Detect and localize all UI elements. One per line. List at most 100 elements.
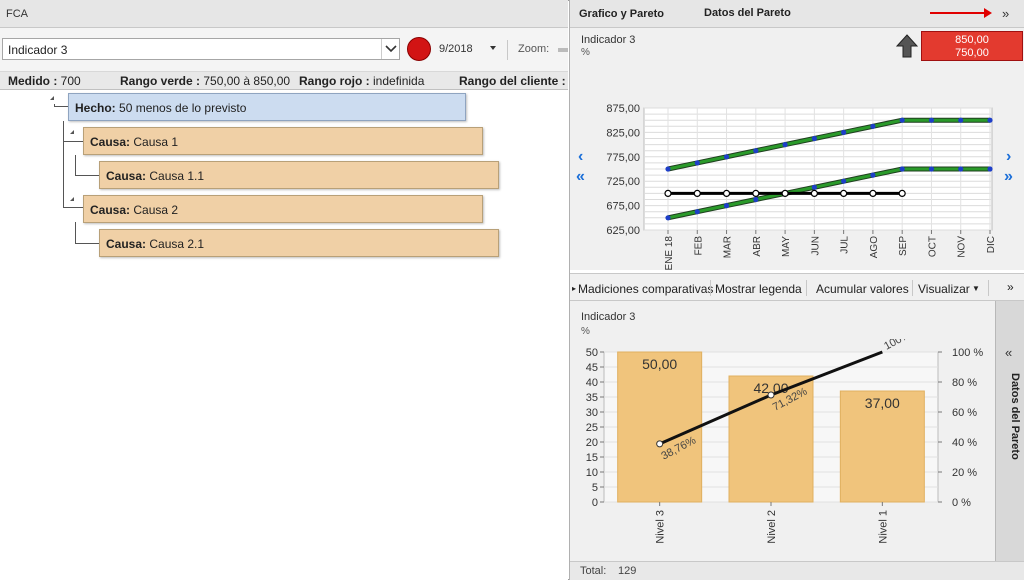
fca-node-hecho[interactable]: Hecho: 50 menos de lo previsto bbox=[68, 93, 466, 121]
period-value[interactable]: 9/2018 bbox=[439, 43, 473, 55]
period-dropdown-icon[interactable] bbox=[490, 46, 496, 50]
y-tick-label: 40 bbox=[586, 377, 598, 389]
double-chevron-left-icon[interactable]: « bbox=[1005, 345, 1013, 360]
collapse-triangle-icon[interactable] bbox=[70, 130, 74, 134]
y-tick-label: 625,00 bbox=[606, 225, 640, 237]
data-point bbox=[870, 123, 876, 129]
data-point bbox=[810, 189, 818, 197]
causa-text: Causa 2.1 bbox=[149, 237, 205, 251]
y-tick-label: 825,00 bbox=[606, 127, 640, 139]
data-point bbox=[753, 148, 759, 154]
pareto-chart-svg: 0 5 10 15 20 25 30 35 40 45 50 0 % 20 % 40 % 60 % 80 % 1… bbox=[586, 339, 984, 544]
y2-tick-label: 0 % bbox=[952, 497, 971, 509]
y2-tick-label: 60 % bbox=[952, 407, 977, 419]
bar-value-label: 37,00 bbox=[865, 395, 900, 411]
rango-verde-value: 750,00 à 850,00 bbox=[203, 74, 291, 88]
tree-connector bbox=[75, 222, 76, 243]
data-point bbox=[694, 209, 700, 215]
data-point bbox=[664, 189, 672, 197]
total-value: 129 bbox=[618, 565, 637, 577]
pareto-data-side-label: Datos del Pareto bbox=[1009, 373, 1021, 460]
tab-grafico-pareto[interactable]: Grafico y Pareto bbox=[579, 8, 664, 20]
y-tick-label: 35 bbox=[586, 392, 598, 404]
data-point bbox=[958, 166, 964, 172]
toolbar-divider bbox=[912, 280, 913, 296]
y2-tick-label: 80 % bbox=[952, 377, 977, 389]
annotation-arrow-line bbox=[930, 12, 990, 14]
tree-connector bbox=[63, 121, 64, 207]
toolbar-divider bbox=[507, 40, 508, 60]
data-point bbox=[723, 154, 730, 160]
chart-bottom-unit: % bbox=[581, 326, 590, 337]
indicator-select[interactable]: Indicador 3 bbox=[2, 38, 400, 60]
data-point bbox=[869, 189, 877, 197]
data-point bbox=[752, 189, 760, 197]
data-point bbox=[928, 117, 935, 123]
data-point bbox=[928, 166, 935, 172]
dropdown-arrow-icon: ▼ bbox=[972, 284, 980, 293]
data-point bbox=[841, 129, 847, 135]
data-point bbox=[694, 160, 700, 166]
data-point bbox=[841, 178, 847, 184]
show-legend-button[interactable]: Mostrar legenda bbox=[715, 282, 802, 296]
y2-tick-label: 40 % bbox=[952, 437, 977, 449]
tree-connector bbox=[63, 141, 83, 142]
zoom-slider[interactable] bbox=[558, 48, 568, 52]
double-chevron-left-icon[interactable]: « bbox=[576, 168, 585, 185]
comparative-measurements-button[interactable]: Madiciones comparativas bbox=[578, 282, 714, 296]
data-point bbox=[811, 135, 817, 142]
chevron-right-icon[interactable]: › bbox=[1006, 148, 1012, 165]
tab-datos-pareto[interactable]: Datos del Pareto bbox=[704, 7, 791, 19]
visualize-dropdown[interactable]: Visualizar bbox=[918, 282, 970, 296]
y-tick-label: 10 bbox=[586, 467, 598, 479]
chevron-left-icon[interactable]: ‹ bbox=[578, 148, 584, 165]
x-tick-label: MAY bbox=[781, 236, 792, 257]
data-point bbox=[840, 189, 848, 197]
rango-rojo-value: indefinida bbox=[373, 74, 425, 88]
toolbar-overflow-icon[interactable]: » bbox=[1007, 280, 1014, 294]
limits-box: 850,00 750,00 bbox=[921, 31, 1023, 61]
toolbar-divider bbox=[806, 280, 807, 296]
double-chevron-right-icon[interactable]: » bbox=[1002, 6, 1010, 21]
fca-node-causa[interactable]: Causa: Causa 1.1 bbox=[99, 161, 499, 189]
y-tick-label: 775,00 bbox=[606, 152, 640, 164]
pareto-data-side-panel[interactable]: « Datos del Pareto bbox=[995, 301, 1024, 561]
tree-connector bbox=[54, 104, 55, 106]
total-bar: Total: 129 bbox=[570, 561, 1024, 580]
collapse-triangle-icon[interactable] bbox=[70, 197, 74, 201]
collapse-triangle-icon[interactable] bbox=[50, 96, 54, 100]
fca-node-causa[interactable]: Causa: Causa 1 bbox=[83, 127, 483, 155]
chevron-down-icon[interactable] bbox=[381, 39, 399, 59]
chart-top-title: Indicador 3 bbox=[581, 34, 636, 46]
toolbar-grip-icon: ▸ bbox=[572, 284, 577, 293]
y2-tick-label: 100 % bbox=[952, 347, 983, 359]
fca-node-causa[interactable]: Causa: Causa 2 bbox=[83, 195, 483, 223]
y-tick-label: 875,00 bbox=[606, 103, 640, 115]
x-tick-label: Nivel 3 bbox=[655, 510, 667, 544]
double-chevron-right-icon[interactable]: » bbox=[1004, 168, 1013, 185]
y-tick-label: 25 bbox=[586, 422, 598, 434]
fca-panel: FCA Indicador 3 9/2018 Zoom: Medido : 70… bbox=[0, 0, 568, 257]
status-indicator-dot bbox=[407, 37, 431, 61]
bar-value-label: 50,00 bbox=[642, 356, 677, 372]
causa-label: Causa: bbox=[106, 169, 147, 183]
fca-node-causa[interactable]: Causa: Causa 2.1 bbox=[99, 229, 499, 257]
accumulate-values-button[interactable]: Acumular valores bbox=[816, 282, 909, 296]
chart-bottom-title: Indicador 3 bbox=[581, 311, 636, 323]
pareto-bar bbox=[617, 351, 703, 503]
data-point bbox=[870, 172, 876, 178]
indicator-line-chart: Indicador 3 % 850,00 750,00 ‹ « › » 625,… bbox=[570, 28, 1024, 270]
rango-rojo-label: Rango rojo : bbox=[299, 74, 370, 88]
tree-connector bbox=[75, 155, 76, 175]
rango-verde-label: Rango verde : bbox=[120, 74, 201, 88]
x-tick-label: JUL bbox=[840, 236, 851, 254]
annotation-arrow-head bbox=[984, 8, 992, 18]
series-line bbox=[667, 118, 990, 171]
x-tick-label: OCT bbox=[927, 236, 938, 257]
causa-label: Causa: bbox=[106, 237, 147, 251]
causa-text: Causa 1 bbox=[133, 135, 179, 149]
data-point bbox=[811, 184, 817, 190]
y-tick-label: 15 bbox=[586, 452, 598, 464]
x-tick-label: JUN bbox=[810, 236, 821, 255]
data-point bbox=[722, 189, 731, 197]
